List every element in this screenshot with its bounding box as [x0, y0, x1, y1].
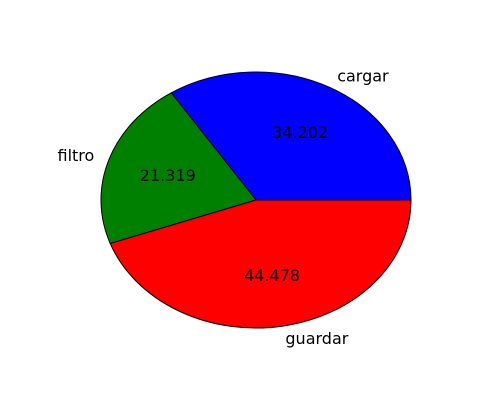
pie-labels: 34.202 cargar 21.319 filtro 44.478 guardar	[57, 67, 389, 349]
pie-category-label-guardar: guardar	[285, 329, 348, 348]
pie-value-label-guardar: 44.478	[244, 266, 300, 285]
pie-category-label-cargar: cargar	[337, 67, 389, 86]
pie-value-label-cargar: 34.202	[272, 123, 328, 142]
pie-slice-filtro	[100, 92, 257, 245]
pie-value-label-filtro: 21.319	[140, 166, 196, 185]
pie-slice-guardar	[109, 199, 412, 329]
pie-slices	[100, 71, 412, 329]
pie-category-label-filtro: filtro	[57, 146, 94, 165]
